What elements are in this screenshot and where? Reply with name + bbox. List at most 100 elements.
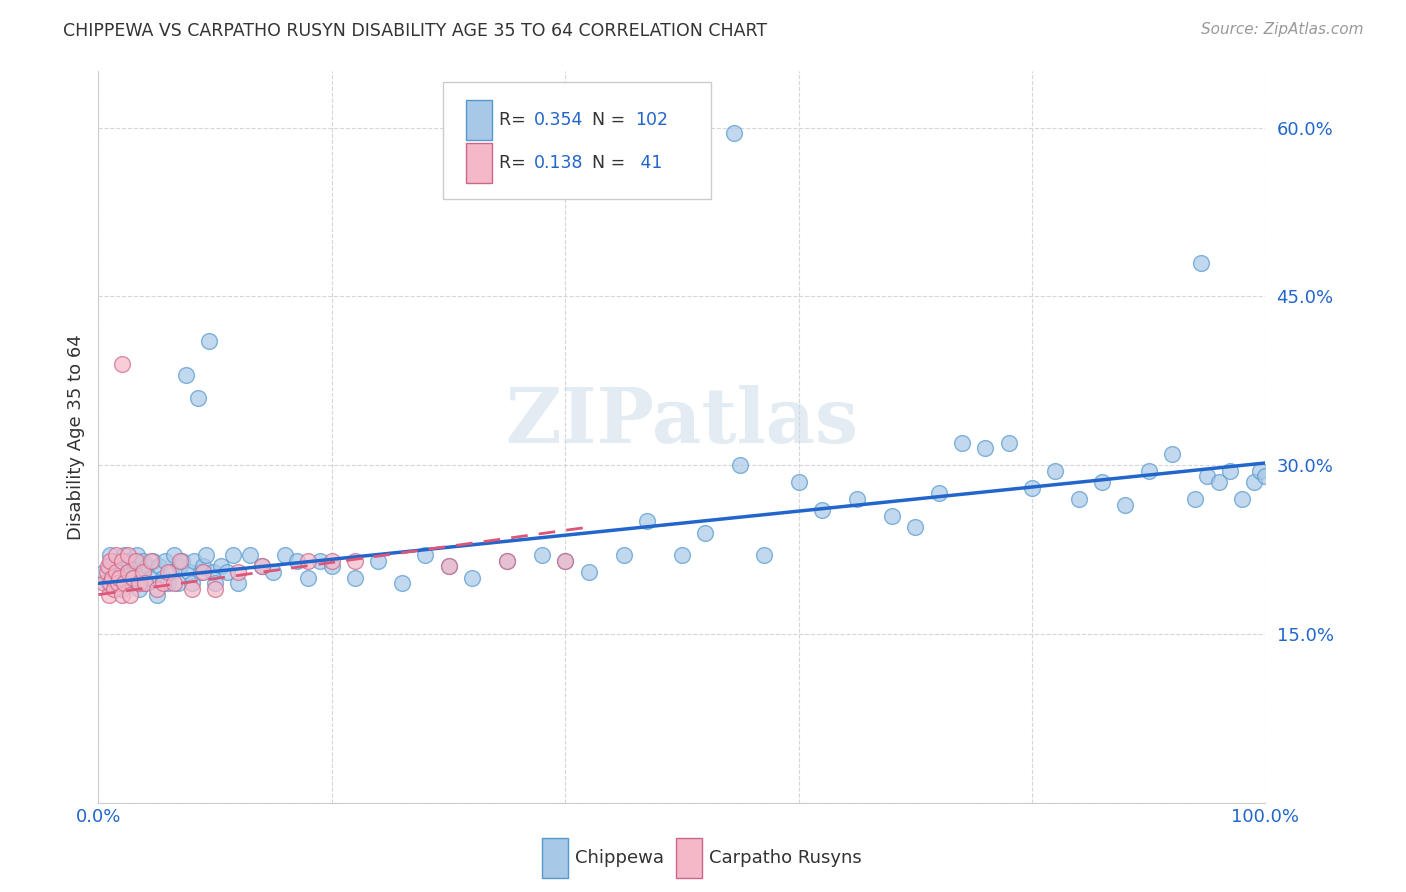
Point	[107, 576, 129, 591]
Point	[215, 565, 238, 579]
Point	[117, 571, 139, 585]
Point	[250, 559, 273, 574]
Point	[204, 576, 226, 591]
Point	[344, 554, 367, 568]
Point	[104, 548, 127, 562]
Text: Source: ZipAtlas.com: Source: ZipAtlas.com	[1201, 22, 1364, 37]
Point	[117, 565, 139, 579]
Point	[730, 458, 752, 473]
Bar	[541, 838, 568, 878]
Point	[309, 554, 332, 568]
Point	[880, 508, 903, 523]
Point	[97, 559, 120, 574]
Point	[98, 576, 121, 591]
Text: 102: 102	[636, 112, 668, 129]
Point	[120, 576, 142, 591]
Point	[98, 554, 121, 568]
Point	[134, 576, 156, 591]
Point	[111, 588, 134, 602]
Point	[128, 582, 150, 596]
Point	[297, 554, 319, 568]
Point	[108, 571, 131, 585]
Point	[163, 548, 186, 562]
Text: CHIPPEWA VS CARPATHO RUSYN DISABILITY AGE 35 TO 64 CORRELATION CHART: CHIPPEWA VS CARPATHO RUSYN DISABILITY AG…	[63, 22, 768, 40]
Point	[1091, 475, 1114, 489]
Point	[142, 554, 165, 568]
Point	[166, 576, 188, 591]
Point	[1254, 469, 1277, 483]
Point	[180, 582, 202, 596]
Point	[122, 554, 145, 568]
Point	[1021, 481, 1043, 495]
Text: R=: R=	[499, 153, 531, 172]
Point	[636, 515, 658, 529]
Point	[93, 576, 115, 591]
Point	[152, 576, 174, 591]
Point	[413, 548, 436, 562]
Point	[157, 576, 180, 591]
Point	[111, 357, 134, 371]
Point	[578, 565, 600, 579]
Point	[111, 559, 134, 574]
Point	[198, 334, 221, 349]
Point	[148, 559, 170, 574]
Text: 0.138: 0.138	[534, 153, 583, 172]
Text: ZIPatlas: ZIPatlas	[505, 385, 859, 459]
Point	[1067, 491, 1090, 506]
Text: R=: R=	[499, 112, 531, 129]
Point	[104, 554, 127, 568]
Point	[1137, 464, 1160, 478]
Point	[111, 582, 134, 596]
Point	[904, 520, 927, 534]
Point	[97, 588, 120, 602]
Text: Carpatho Rusyns: Carpatho Rusyns	[709, 848, 862, 867]
Point	[96, 565, 118, 579]
Point	[695, 525, 717, 540]
Point	[250, 559, 273, 574]
Point	[752, 548, 775, 562]
Point	[228, 565, 250, 579]
Text: N =: N =	[592, 153, 626, 172]
Point	[104, 576, 127, 591]
Point	[169, 559, 191, 574]
Point	[997, 435, 1019, 450]
Point	[262, 565, 284, 579]
Point	[117, 548, 139, 562]
Point	[1249, 464, 1271, 478]
Point	[163, 576, 186, 591]
Point	[1195, 469, 1218, 483]
Bar	[465, 143, 492, 183]
Point	[787, 475, 810, 489]
Point	[152, 571, 174, 585]
Point	[928, 486, 950, 500]
Point	[107, 571, 129, 585]
Point	[132, 565, 155, 579]
Point	[98, 548, 121, 562]
Point	[104, 565, 127, 579]
Point	[153, 554, 176, 568]
Point	[194, 548, 217, 562]
Point	[98, 559, 121, 574]
Text: 0.354: 0.354	[534, 112, 583, 129]
Point	[367, 554, 389, 568]
Point	[136, 559, 159, 574]
Point	[1208, 475, 1230, 489]
Bar	[465, 100, 492, 140]
Point	[117, 554, 139, 568]
Point	[134, 576, 156, 591]
Point	[221, 548, 243, 562]
Point	[101, 571, 124, 585]
Point	[125, 554, 148, 568]
Text: 41: 41	[636, 153, 662, 172]
Point	[321, 559, 343, 574]
Point	[180, 576, 202, 591]
Point	[132, 554, 155, 568]
Point	[554, 554, 576, 568]
Point	[139, 571, 162, 585]
Point	[159, 565, 181, 579]
Point	[201, 565, 224, 579]
Point	[146, 582, 169, 596]
Point	[554, 554, 576, 568]
Point	[111, 554, 134, 568]
Point	[179, 565, 201, 579]
